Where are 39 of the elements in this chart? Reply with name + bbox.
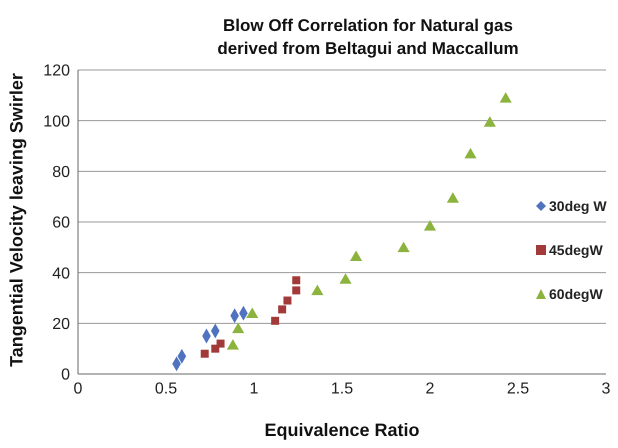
x-tick-label: 0 [74, 380, 83, 398]
y-axis-title: Tangential Velocity leaving Swirler [6, 73, 26, 367]
legend-label: 60degW [548, 286, 604, 302]
point [311, 284, 324, 296]
point [424, 220, 436, 231]
point [232, 322, 244, 334]
x-tick-label: 3 [602, 380, 611, 398]
point [350, 250, 362, 261]
legend-label: 45degW [548, 242, 604, 258]
y-tick-label: 120 [43, 62, 70, 80]
x-tick-label: 2 [426, 380, 435, 398]
point [398, 242, 410, 252]
y-tick-label: 60 [52, 214, 70, 232]
y-tick-label: 20 [52, 316, 70, 334]
point [246, 307, 258, 318]
point [216, 340, 225, 348]
point [200, 350, 209, 358]
x-tick-label: 1 [250, 380, 259, 398]
y-tick-label: 80 [52, 164, 70, 182]
x-tick-label: 0.5 [154, 380, 178, 398]
point [226, 339, 239, 350]
x-tick-label: 1.5 [330, 380, 354, 398]
x-axis-title: Equivalence Ratio [264, 420, 420, 440]
point [339, 273, 352, 284]
point [464, 148, 477, 158]
point [292, 286, 300, 294]
point [484, 116, 496, 127]
y-tick-label: 100 [43, 113, 70, 130]
x-tick-label: 2.5 [506, 380, 530, 398]
point [500, 92, 512, 103]
y-tick-label: 0 [61, 366, 70, 384]
point [271, 316, 280, 325]
point [292, 276, 300, 284]
y-tick-label: 40 [52, 265, 70, 282]
chart-title: Blow Off Correlation for Natural gas derived from Beltagui and Maccallum [216, 15, 520, 60]
point [278, 305, 286, 314]
legend-label: 30deg W [548, 198, 608, 214]
point [446, 192, 459, 203]
point [283, 296, 292, 305]
